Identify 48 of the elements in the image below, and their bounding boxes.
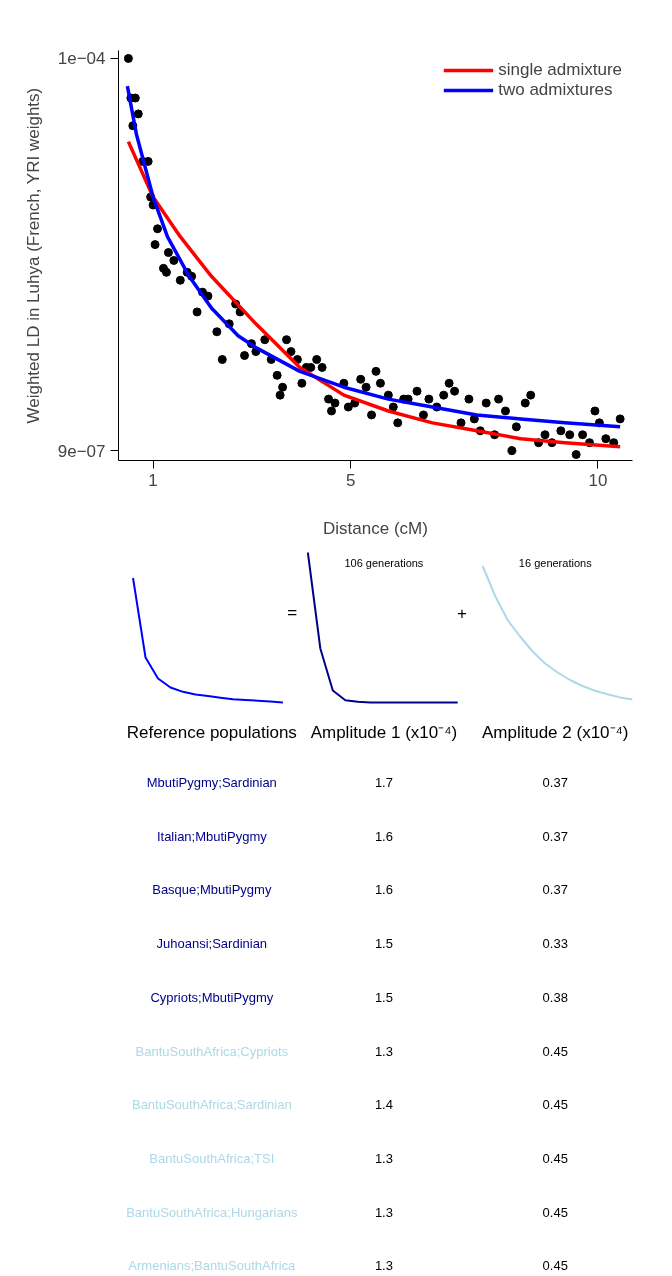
data-label: 1.3 [374,1043,393,1059]
data-label: 0.45 [542,1150,568,1166]
category-label: MbutiPygmy;Sardinian [146,775,277,790]
text: Amplitude 1 (x10⁻⁴) [310,723,458,742]
data-label: 1.5 [374,936,393,952]
category-label: Basque;MbutiPygmy [152,882,272,898]
y-axis-title: Weighted LD in Luhya (French, YRI weights) [23,87,43,424]
data-label: 1.6 [374,882,393,898]
text: Reference populations [126,723,297,742]
legend-label: two admixtures [498,80,613,100]
data-label: 0.33 [542,936,568,952]
category-label: BantuSouthAfrica;Cypriots [135,1043,289,1059]
data-label: 0.45 [542,1204,568,1220]
line-series [126,139,622,449]
category-label: BantuSouthAfrica;Hungarians [126,1204,298,1220]
line-series [125,84,622,429]
y-tick-label: 1e−04 [57,49,106,69]
text: Amplitude 2 (x10⁻⁴) [481,723,629,742]
data-label: 0.45 [542,1258,568,1274]
category-label: Armenians;BantuSouthAfrica [128,1258,297,1274]
x-tick-label: 10 [588,470,608,490]
annotation: 16 generations [518,556,593,569]
data-label: 1.4 [374,1097,393,1113]
data-label: 0.37 [542,882,568,898]
data-label: 0.37 [542,775,568,790]
data-label: 1.3 [374,1150,393,1166]
annotation: = [287,603,298,622]
y-tick-label: 9e−07 [57,441,106,461]
data-label: 0.38 [542,989,568,1005]
data-label: 1.7 [374,775,393,790]
data-label: 0.45 [542,1097,568,1113]
legend-label: single admixture [498,60,622,80]
data-label: 1.3 [374,1258,393,1274]
category-label: BantuSouthAfrica;Sardinian [131,1097,292,1113]
x-tick-label: 5 [346,470,356,490]
category-label: Juhoansi;Sardinian [156,936,268,952]
data-label: 1.3 [374,1204,393,1220]
category-label: Cypriots;MbutiPygmy [150,989,274,1005]
data-label: 0.37 [542,828,568,844]
annotation: + [456,603,467,623]
category-label: BantuSouthAfrica;TSI [149,1150,275,1166]
data-label: 1.6 [374,828,393,844]
x-axis-title: Distance (cM) [323,518,428,538]
data-label: 0.45 [542,1043,568,1059]
annotation: 106 generations [344,556,424,569]
category-label: Italian;MbutiPygmy [156,828,268,844]
data-label: 1.5 [374,989,393,1005]
x-tick-label: 1 [148,470,158,490]
